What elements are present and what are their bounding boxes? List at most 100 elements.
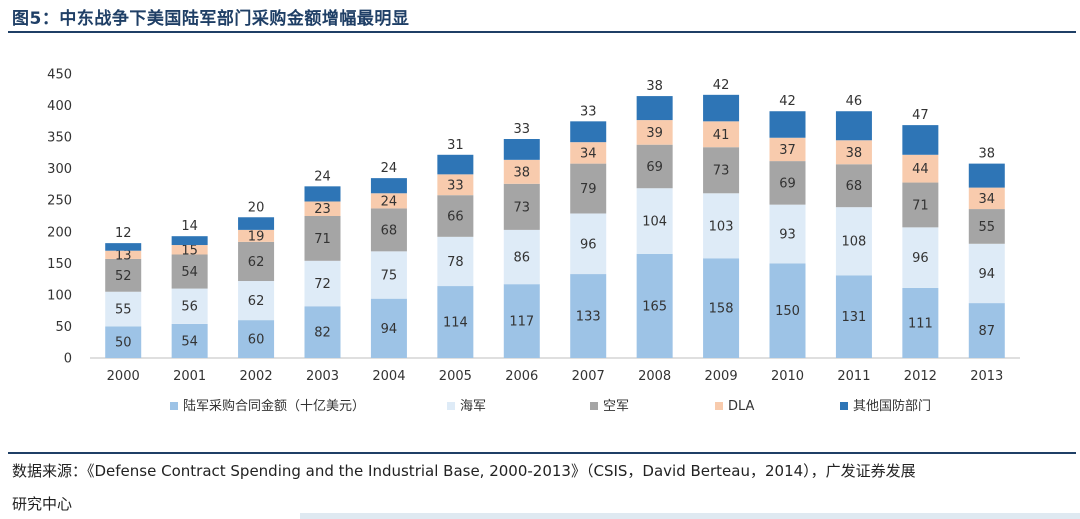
y-tick-label: 450 <box>47 68 72 83</box>
bar-value-label: 69 <box>779 176 796 191</box>
bar-segment <box>238 281 275 321</box>
bar-top-value-label: 42 <box>779 94 796 109</box>
y-tick-label: 150 <box>47 257 72 272</box>
bar-segment <box>769 137 806 162</box>
bar-segment <box>835 111 872 141</box>
bar-value-label: 108 <box>842 235 867 250</box>
bar-stack-2001: 54 56 54 15 14 <box>171 219 208 358</box>
bar-segment <box>835 164 872 208</box>
x-tick-label: 2006 <box>505 369 538 384</box>
y-tick-label: 350 <box>47 131 72 146</box>
bar-segment <box>171 254 208 289</box>
bar-value-label: 55 <box>979 220 996 235</box>
bar-segment <box>437 154 474 175</box>
bar-top-value-label: 47 <box>912 108 929 123</box>
x-tick-label: 2009 <box>705 369 738 384</box>
bar-segment <box>304 306 341 358</box>
bar-segment <box>968 187 1005 210</box>
bar-value-label: 37 <box>779 143 796 158</box>
bar-value-label: 103 <box>709 219 734 234</box>
bar-segment <box>636 96 673 121</box>
x-tick-label: 2008 <box>638 369 671 384</box>
bar-segment <box>171 323 208 358</box>
bar-segment <box>835 140 872 165</box>
bar-value-label: 73 <box>514 200 531 215</box>
bar-value-label: 34 <box>979 192 996 207</box>
bar-top-value-label: 31 <box>447 138 464 153</box>
legend-item: DLA <box>715 399 755 414</box>
bar-segment <box>902 287 939 358</box>
bar-value-label: 24 <box>381 194 398 209</box>
bar-value-label: 94 <box>979 267 996 282</box>
legend-label: 陆军采购合同金额（十亿美元） <box>183 398 365 414</box>
legend-label: DLA <box>728 399 755 414</box>
legend-swatch <box>447 402 455 410</box>
x-tick-label: 2003 <box>306 369 339 384</box>
bar-value-label: 62 <box>248 294 265 309</box>
x-tick-label: 2002 <box>240 369 273 384</box>
bar-top-value-label: 14 <box>181 219 198 234</box>
bar-value-label: 104 <box>642 215 667 230</box>
bar-segment <box>769 161 806 205</box>
bar-segment <box>370 193 407 209</box>
bar-segment <box>968 303 1005 358</box>
bar-value-label: 75 <box>381 269 398 284</box>
bar-segment <box>370 298 407 358</box>
bar-segment <box>238 229 275 242</box>
bar-segment <box>370 208 407 252</box>
y-tick-label: 250 <box>47 194 72 209</box>
bar-value-label: 72 <box>314 277 331 292</box>
bar-segment <box>238 241 275 282</box>
bar-segment <box>171 288 208 324</box>
x-tick-label: 2000 <box>107 369 140 384</box>
legend-label: 空军 <box>603 399 629 414</box>
bar-top-value-label: 46 <box>846 94 863 109</box>
y-tick-label: 100 <box>47 288 72 303</box>
bar-stack-2008: 165 104 69 39 38 <box>636 79 673 358</box>
bar-segment <box>769 263 806 358</box>
bar-value-label: 60 <box>248 333 265 348</box>
bar-segment <box>703 193 740 259</box>
bar-segment <box>902 227 939 288</box>
bar-segment <box>570 142 607 164</box>
y-tick-label: 400 <box>47 99 72 114</box>
bar-value-label: 131 <box>842 310 867 325</box>
bar-value-label: 38 <box>846 146 863 161</box>
bar-value-label: 54 <box>181 265 198 280</box>
bar-segment <box>370 251 407 299</box>
bar-value-label: 44 <box>912 162 929 177</box>
bar-value-label: 33 <box>447 178 464 193</box>
bar-value-label: 78 <box>447 255 464 270</box>
bar-segment <box>304 201 341 216</box>
x-tick-label: 2010 <box>771 369 804 384</box>
bar-segment <box>902 154 939 183</box>
bar-stack-2005: 114 78 66 33 31 <box>437 138 474 358</box>
bar-stack-2010: 150 93 69 37 42 <box>769 94 806 358</box>
legend-item: 空军 <box>590 399 629 414</box>
legend-item: 海军 <box>447 399 486 414</box>
bar-top-value-label: 33 <box>580 104 597 119</box>
y-axis: 0 50 100 150 200 250 300 350 400 450 <box>47 68 72 367</box>
bar-value-label: 68 <box>846 179 863 194</box>
legend-label: 其他国防部门 <box>853 398 931 414</box>
x-tick-label: 2004 <box>372 369 405 384</box>
bar-segment <box>636 120 673 145</box>
x-tick-label: 2007 <box>572 369 605 384</box>
bar-value-label: 55 <box>115 303 132 318</box>
bar-segment <box>304 216 341 261</box>
x-tick-label: 2001 <box>173 369 206 384</box>
bar-segment <box>238 217 275 230</box>
bar-value-label: 94 <box>381 322 398 337</box>
bar-segment <box>769 204 806 264</box>
bar-value-label: 41 <box>713 128 730 143</box>
bar-segment <box>570 274 607 358</box>
bar-value-label: 79 <box>580 182 597 197</box>
bar-stack-2011: 131 108 68 38 46 <box>835 94 872 358</box>
bar-top-value-label: 38 <box>646 79 663 94</box>
page-title: 图5：中东战争下美国陆军部门采购金额增幅最明显 <box>12 9 410 29</box>
bar-segment <box>636 253 673 358</box>
bar-segment <box>902 125 939 155</box>
y-tick-label: 0 <box>64 352 72 367</box>
bar-value-label: 56 <box>181 300 198 315</box>
